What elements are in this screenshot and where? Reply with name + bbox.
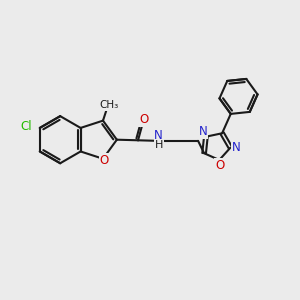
Text: H: H [154,140,163,150]
Text: O: O [100,154,109,167]
Text: N: N [232,141,241,154]
Text: Cl: Cl [20,120,32,133]
Text: CH₃: CH₃ [100,100,119,110]
Text: O: O [215,159,224,172]
Text: N: N [154,129,163,142]
Text: O: O [139,113,148,126]
Text: N: N [199,125,207,138]
